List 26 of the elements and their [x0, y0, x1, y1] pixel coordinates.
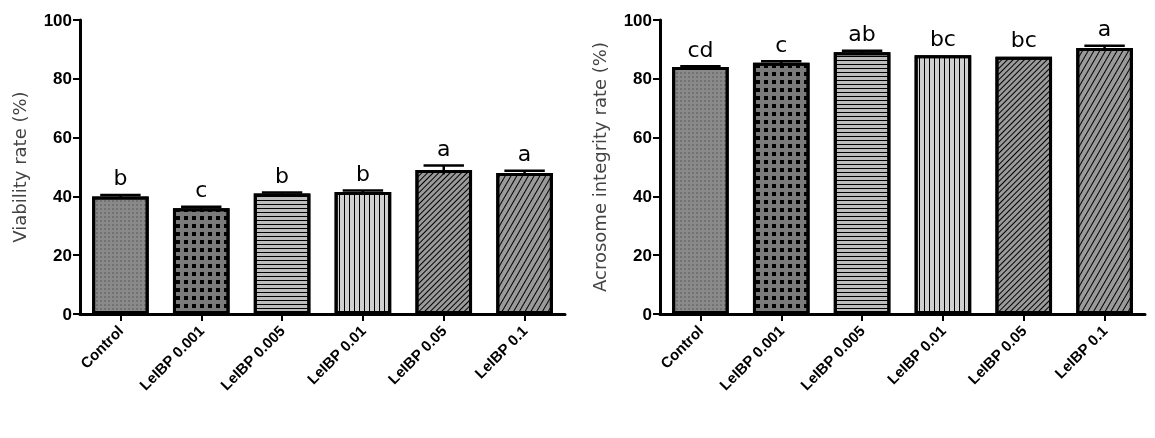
annotation: c — [775, 31, 788, 57]
y-tick-label: 20 — [53, 245, 72, 265]
y-tick-label: 20 — [633, 245, 652, 265]
y-tick-label: 0 — [642, 304, 652, 324]
annotation: b — [275, 163, 290, 189]
y-tick-label: 60 — [53, 128, 72, 148]
y-tick-label: 0 — [62, 304, 72, 324]
annotation: b — [355, 161, 370, 187]
annotation: bc — [929, 25, 956, 51]
annotation: cd — [687, 36, 714, 62]
y-tick-label: 40 — [633, 186, 652, 206]
y-axis-title: Acrosome integrity rate (%) — [588, 42, 610, 292]
annotation: a — [1097, 16, 1112, 42]
y-tick-label: 100 — [623, 10, 652, 30]
annotation: bc — [1010, 27, 1037, 53]
y-tick-label: 40 — [53, 186, 72, 206]
y-tick-label: 100 — [43, 10, 72, 30]
annotation: ab — [848, 21, 876, 47]
annotation: c — [195, 177, 208, 203]
y-axis-title: Viability rate (%) — [8, 91, 30, 243]
y-tick-label: 80 — [53, 69, 72, 89]
annotation: a — [517, 141, 532, 167]
y-tick-label: 80 — [633, 69, 652, 89]
y-tick-label: 60 — [633, 128, 652, 148]
annotation: b — [113, 165, 128, 191]
annotation: a — [437, 136, 451, 162]
